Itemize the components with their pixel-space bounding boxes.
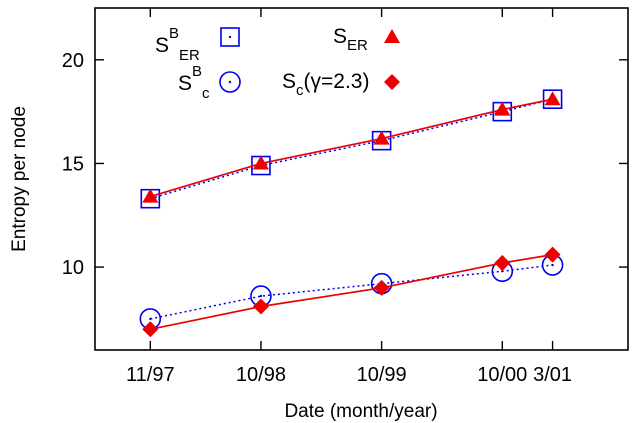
legend-sup: B	[169, 25, 179, 42]
data-point-triangle	[544, 91, 561, 106]
data-point-square	[542, 89, 563, 109]
legend-sub: ER	[347, 37, 368, 54]
series-sb_er	[140, 89, 563, 209]
legend-label-s-c: Sc(γ=2.3)	[282, 70, 369, 99]
legend-base: S	[333, 25, 347, 48]
data-point-diamond	[494, 254, 511, 271]
data-point-diamond	[544, 246, 561, 263]
data-point-diamond	[252, 298, 269, 315]
legend-base: S	[282, 70, 296, 93]
legend-base: S	[178, 72, 192, 95]
legend-label-sb-er: SBER	[155, 25, 200, 64]
legend-sub: c	[296, 82, 304, 99]
data-point-center-dot	[228, 35, 232, 39]
y-tick-label: 10	[62, 257, 84, 279]
data-point-center-dot	[259, 294, 263, 298]
x-tick-label: 10/99	[357, 364, 407, 386]
legend-sub: c	[202, 85, 210, 102]
data-point-triangle	[494, 101, 511, 116]
legend-entry-sb-c: SBc	[178, 63, 241, 102]
plot-frame	[94, 7, 629, 351]
y-tick-label: 15	[62, 153, 84, 175]
legend-marker-filled-triangle	[384, 29, 400, 43]
data-point-triangle	[252, 155, 269, 170]
legend-marker-open-circle	[219, 71, 241, 93]
data-point-triangle	[373, 130, 390, 145]
legend-tail: (γ=2.3)	[304, 70, 370, 93]
data-point-diamond	[384, 74, 400, 90]
y-tick-label: 20	[62, 50, 84, 72]
x-tick-label: 3/01	[533, 364, 572, 386]
series-sb_c	[139, 254, 564, 330]
data-point-center-dot	[228, 80, 232, 84]
series-line-s_c	[150, 253, 553, 331]
y-axis-title: Entropy per node	[9, 106, 30, 252]
legend-entry-s-c: Sc(γ=2.3)	[282, 70, 400, 99]
data-point-triangle	[142, 188, 159, 203]
legend-sub: ER	[179, 47, 200, 64]
axis-ticks: 11/97 10/98 10/99 10/00 3/01 10 15 20	[62, 8, 628, 386]
data-point-triangle	[384, 29, 400, 43]
series-s_er	[142, 91, 561, 203]
data-point-center-dot	[501, 270, 504, 273]
data-point-circle	[219, 71, 241, 93]
legend-base: S	[155, 34, 169, 57]
series-line-sb_er	[150, 98, 553, 200]
data-point-diamond	[373, 279, 390, 296]
x-axis-title: Date (month/year)	[284, 401, 437, 422]
x-tick-label: 10/98	[236, 364, 286, 386]
legend-marker-open-square	[220, 27, 240, 47]
x-tick-label: 11/97	[126, 364, 175, 386]
series-line-s_er	[150, 98, 553, 198]
legend-entry-s-er: SER	[333, 25, 400, 54]
legend-label-sb-c: SBc	[178, 63, 210, 102]
series-group	[139, 89, 564, 338]
data-point-square	[220, 27, 240, 47]
series-line-sb_c	[150, 264, 553, 320]
legend: SBER SER SBc Sc(γ=2.3)	[155, 25, 400, 102]
data-point-center-dot	[551, 263, 554, 267]
series-s_c	[142, 246, 561, 338]
legend-marker-filled-diamond	[384, 74, 400, 90]
legend-label-s-er: SER	[333, 25, 368, 54]
legend-entry-sb-er: SBER	[155, 25, 240, 64]
data-point-diamond	[142, 321, 159, 338]
legend-sup: B	[192, 63, 202, 80]
x-tick-label: 10/00	[477, 364, 527, 386]
data-point-center-dot	[149, 317, 152, 321]
